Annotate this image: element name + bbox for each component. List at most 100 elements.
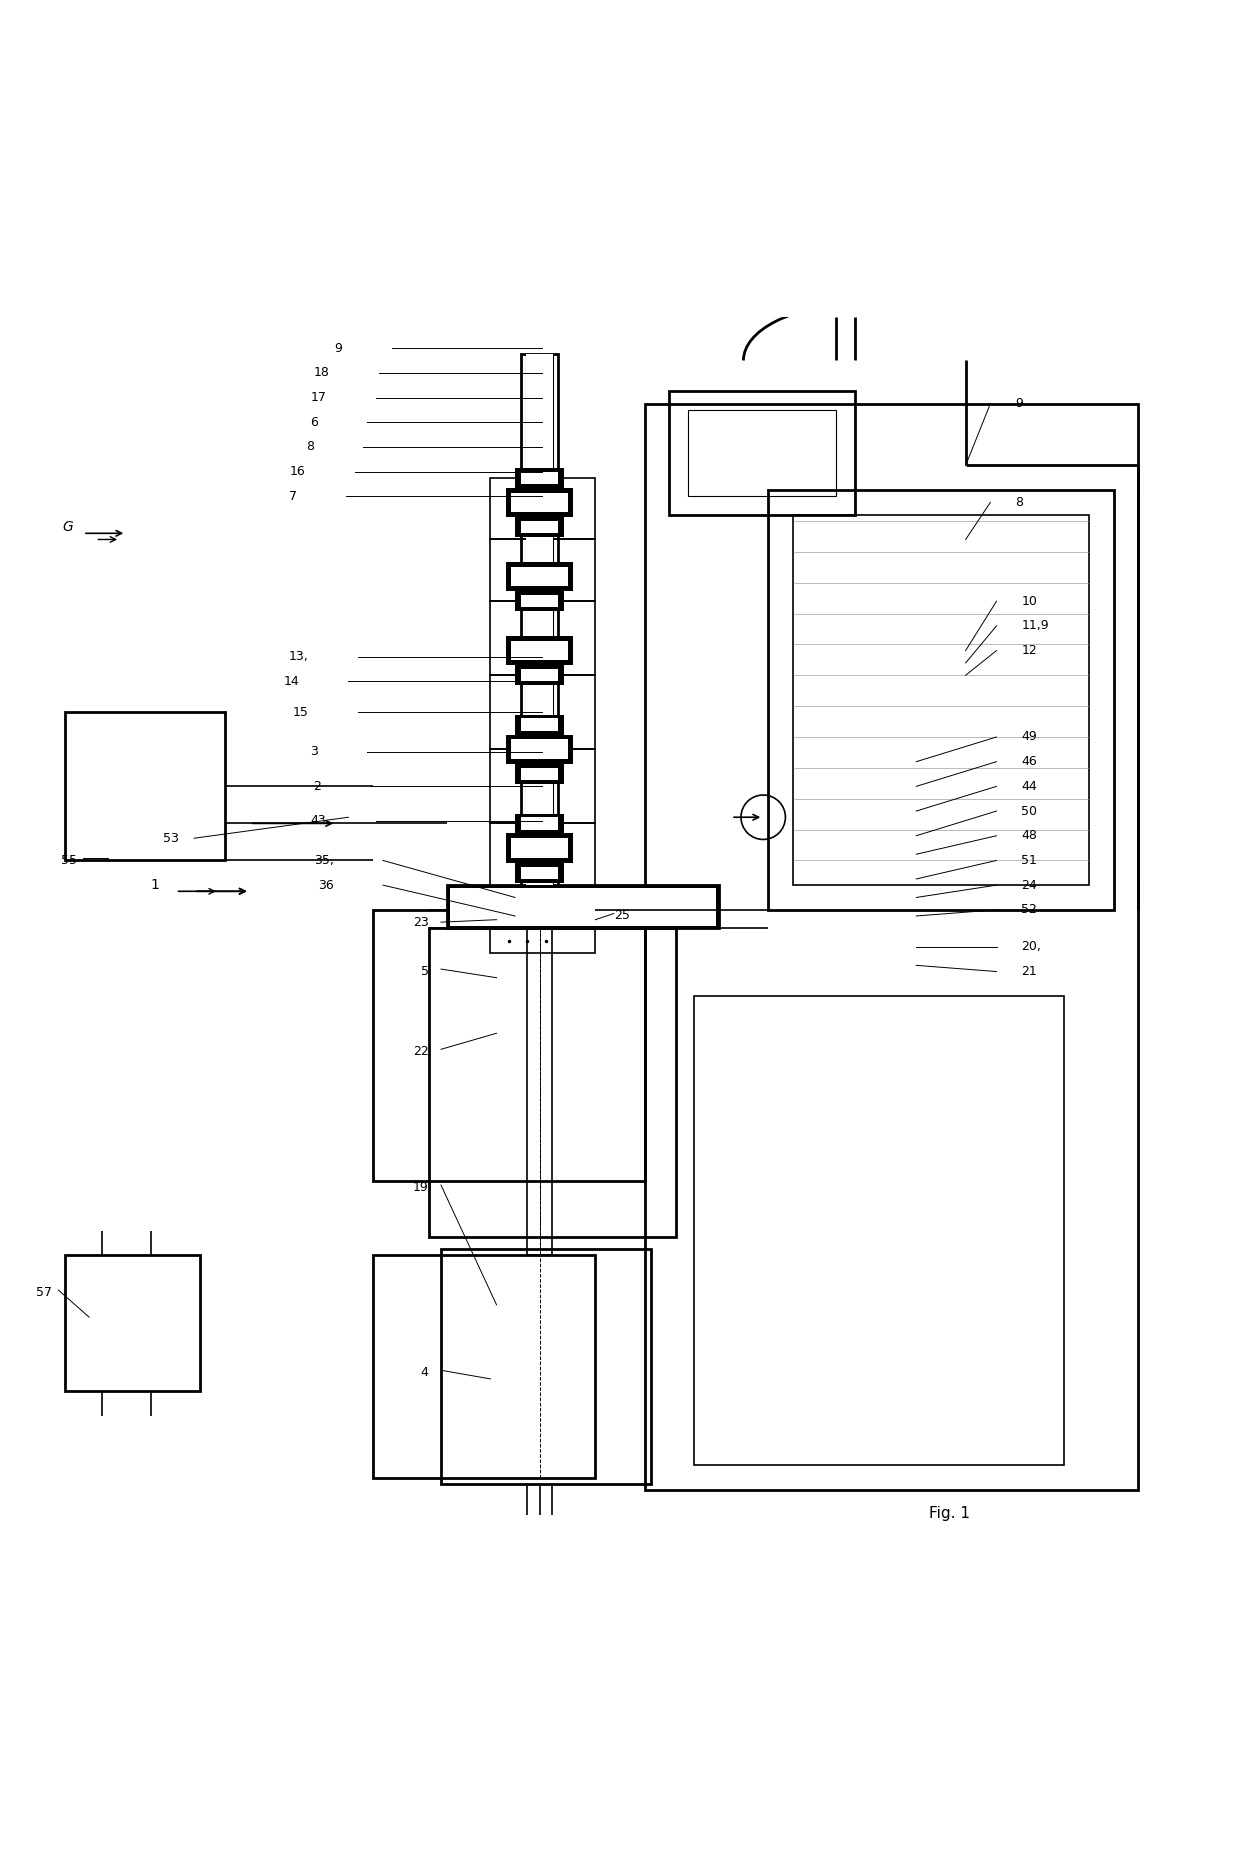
Bar [441,1248,651,1484]
Text: 23: 23 [413,916,429,929]
Bar [526,355,553,910]
Bar [450,888,717,925]
Bar [511,641,568,660]
Text: 51: 51 [1022,854,1037,867]
Bar [506,488,573,518]
Bar [506,834,573,863]
Text: 57: 57 [36,1286,52,1299]
Bar [515,714,564,735]
Bar [515,813,564,834]
Bar [521,355,558,910]
Text: 55: 55 [61,854,77,867]
Bar [490,478,595,540]
Bar [526,355,553,910]
Bar [490,602,595,675]
Bar [506,635,573,665]
Text: 24: 24 [1022,878,1037,892]
Text: 9: 9 [1016,398,1023,409]
Text: 8: 8 [306,441,314,454]
Text: 14: 14 [283,675,299,688]
Bar [506,735,573,764]
Text: 8: 8 [1016,495,1023,508]
Text: 49: 49 [1022,731,1037,744]
Bar [521,669,558,682]
Bar [490,824,595,897]
Text: 44: 44 [1022,779,1037,792]
Text: 52: 52 [1022,903,1037,916]
Text: 48: 48 [1022,830,1037,843]
Bar [506,563,573,591]
Bar [521,718,558,731]
Text: 16: 16 [289,465,305,478]
Text: 9: 9 [335,342,342,355]
Text: 46: 46 [1022,755,1037,768]
Text: 22: 22 [413,1045,429,1058]
Bar [515,863,564,882]
Text: 43: 43 [310,815,326,828]
Bar [521,768,558,779]
Text: 6: 6 [310,415,317,428]
Bar [521,669,558,682]
Bar [515,665,564,686]
Text: 53: 53 [164,832,179,845]
Text: 7: 7 [289,490,296,503]
Bar [515,764,564,783]
Bar [64,712,224,860]
Text: 50: 50 [1022,804,1037,817]
Text: 15: 15 [293,706,309,720]
Bar [515,591,564,611]
Text: 36: 36 [317,878,334,892]
Text: Fig. 1: Fig. 1 [929,1506,970,1521]
Bar [521,867,558,878]
Bar [521,521,558,533]
Bar [490,749,595,824]
Bar [521,718,558,731]
Bar [515,518,564,536]
Bar [768,490,1114,910]
Bar [521,594,558,607]
Bar [521,817,558,830]
Bar [429,929,676,1237]
Text: 5: 5 [420,964,429,977]
Text: 19: 19 [413,1181,429,1194]
Bar [521,867,558,878]
Bar [521,817,558,830]
Text: 17: 17 [310,391,326,404]
Bar [792,514,1089,886]
Text: 18: 18 [314,366,330,379]
Bar [645,404,1138,1490]
Bar [511,566,568,587]
Text: 20,: 20, [1022,940,1042,953]
Bar [373,910,645,1181]
Text: 1: 1 [151,878,160,892]
Bar [490,929,595,953]
Text: 11,9: 11,9 [1022,619,1049,632]
Bar [448,886,719,929]
Bar [490,540,595,602]
Text: 3: 3 [310,746,317,759]
Text: 4: 4 [420,1366,429,1379]
Text: 21: 21 [1022,964,1037,977]
Bar [521,594,558,607]
Text: 2: 2 [314,779,321,792]
Bar [688,409,836,497]
Text: 10: 10 [1022,594,1037,607]
Bar [490,675,595,749]
Text: 13,: 13, [289,650,309,663]
Bar [670,391,854,514]
Bar [521,521,558,533]
Bar [515,467,564,488]
Bar [64,1256,201,1391]
Text: 12: 12 [1022,645,1037,658]
Bar [448,886,719,929]
Bar [373,1256,595,1478]
Bar [694,996,1064,1465]
Bar [521,768,558,779]
Bar [527,910,552,1256]
Bar [511,493,568,512]
Bar [521,471,558,484]
Bar [511,837,568,858]
Text: G: G [62,520,73,535]
Text: 35,: 35, [314,854,334,867]
Bar [521,471,558,484]
